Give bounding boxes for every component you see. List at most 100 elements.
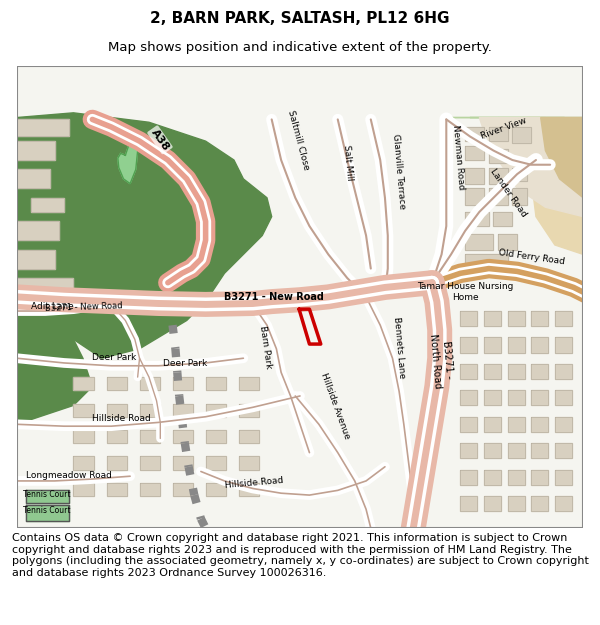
Polygon shape xyxy=(512,127,531,143)
Polygon shape xyxy=(465,146,484,160)
Polygon shape xyxy=(17,278,73,292)
Text: B3271 - New Road: B3271 - New Road xyxy=(224,292,325,302)
Polygon shape xyxy=(73,377,94,391)
Polygon shape xyxy=(26,491,69,502)
Polygon shape xyxy=(470,118,583,141)
Polygon shape xyxy=(508,469,524,485)
Polygon shape xyxy=(73,404,94,417)
Polygon shape xyxy=(531,364,548,379)
Polygon shape xyxy=(140,430,160,443)
Polygon shape xyxy=(508,311,524,326)
Polygon shape xyxy=(173,483,193,496)
Text: Contains OS data © Crown copyright and database right 2021. This information is : Contains OS data © Crown copyright and d… xyxy=(12,533,589,578)
Polygon shape xyxy=(555,311,572,326)
Text: Newman Road: Newman Road xyxy=(451,124,466,191)
Polygon shape xyxy=(484,417,501,432)
Polygon shape xyxy=(460,311,478,326)
Text: A38: A38 xyxy=(149,127,171,152)
Text: River View: River View xyxy=(479,116,527,141)
Polygon shape xyxy=(489,127,508,141)
Polygon shape xyxy=(17,113,272,358)
Polygon shape xyxy=(465,188,484,206)
Polygon shape xyxy=(206,456,226,469)
Polygon shape xyxy=(239,483,259,496)
Text: Glanville Terrace: Glanville Terrace xyxy=(391,133,406,209)
Text: Saltmill Close: Saltmill Close xyxy=(286,109,310,171)
Text: Bennets Lane: Bennets Lane xyxy=(392,317,407,379)
Polygon shape xyxy=(508,364,524,379)
Polygon shape xyxy=(140,483,160,496)
Polygon shape xyxy=(73,456,94,469)
Polygon shape xyxy=(460,364,478,379)
Polygon shape xyxy=(489,149,508,163)
Polygon shape xyxy=(555,443,572,458)
Polygon shape xyxy=(107,456,127,469)
Polygon shape xyxy=(479,118,583,217)
Text: Longmeadow Road: Longmeadow Road xyxy=(26,471,112,480)
Text: Tennis Court: Tennis Court xyxy=(23,506,71,515)
Polygon shape xyxy=(508,338,524,352)
Polygon shape xyxy=(508,417,524,432)
Polygon shape xyxy=(460,338,478,352)
Polygon shape xyxy=(206,430,226,443)
Polygon shape xyxy=(140,456,160,469)
Text: Deer Park: Deer Park xyxy=(92,353,137,362)
Polygon shape xyxy=(555,417,572,432)
Polygon shape xyxy=(555,338,572,352)
Text: Barn Park: Barn Park xyxy=(257,326,272,369)
Text: Hillside Road: Hillside Road xyxy=(92,414,151,424)
Polygon shape xyxy=(484,496,501,511)
Polygon shape xyxy=(239,430,259,443)
Polygon shape xyxy=(531,417,548,432)
Polygon shape xyxy=(508,496,524,511)
Polygon shape xyxy=(493,212,512,226)
Text: Adit Lane: Adit Lane xyxy=(31,302,74,311)
Text: Hillside Road: Hillside Road xyxy=(224,476,284,491)
Polygon shape xyxy=(498,118,583,132)
Polygon shape xyxy=(173,456,193,469)
Text: Lander Road: Lander Road xyxy=(489,167,529,219)
Polygon shape xyxy=(531,391,548,406)
Polygon shape xyxy=(555,496,572,511)
Text: 2, BARN PARK, SALTASH, PL12 6HG: 2, BARN PARK, SALTASH, PL12 6HG xyxy=(150,11,450,26)
Text: Old Ferry Road: Old Ferry Road xyxy=(498,248,566,266)
Polygon shape xyxy=(555,469,572,485)
Text: Tamar House Nursing
Home: Tamar House Nursing Home xyxy=(417,282,514,302)
Polygon shape xyxy=(527,118,583,254)
Polygon shape xyxy=(484,391,501,406)
Polygon shape xyxy=(465,234,493,249)
Polygon shape xyxy=(484,469,501,485)
Polygon shape xyxy=(460,443,478,458)
Polygon shape xyxy=(484,364,501,379)
Text: Tennis Court: Tennis Court xyxy=(23,490,71,499)
Polygon shape xyxy=(484,338,501,352)
Polygon shape xyxy=(17,141,55,160)
Polygon shape xyxy=(26,504,69,521)
Polygon shape xyxy=(17,169,50,188)
Polygon shape xyxy=(484,443,501,458)
Text: Salt Mill: Salt Mill xyxy=(343,144,355,181)
Polygon shape xyxy=(555,364,572,379)
Polygon shape xyxy=(206,404,226,417)
Polygon shape xyxy=(508,443,524,458)
Polygon shape xyxy=(73,430,94,443)
Polygon shape xyxy=(531,338,548,352)
Text: B3271 -
North Road: B3271 - North Road xyxy=(428,332,455,389)
Polygon shape xyxy=(17,330,92,424)
Polygon shape xyxy=(140,377,160,391)
Polygon shape xyxy=(531,443,548,458)
Polygon shape xyxy=(465,212,489,226)
Polygon shape xyxy=(173,430,193,443)
Text: Deer Park: Deer Park xyxy=(163,359,208,368)
Text: Hillside Avenue: Hillside Avenue xyxy=(319,372,351,441)
Polygon shape xyxy=(460,391,478,406)
Polygon shape xyxy=(17,249,55,269)
Polygon shape xyxy=(206,483,226,496)
Text: B3271 - New Road: B3271 - New Road xyxy=(45,301,123,313)
Polygon shape xyxy=(465,254,508,273)
Polygon shape xyxy=(512,188,527,206)
Polygon shape xyxy=(17,66,583,528)
Polygon shape xyxy=(465,127,484,141)
Polygon shape xyxy=(140,404,160,417)
Polygon shape xyxy=(460,469,478,485)
